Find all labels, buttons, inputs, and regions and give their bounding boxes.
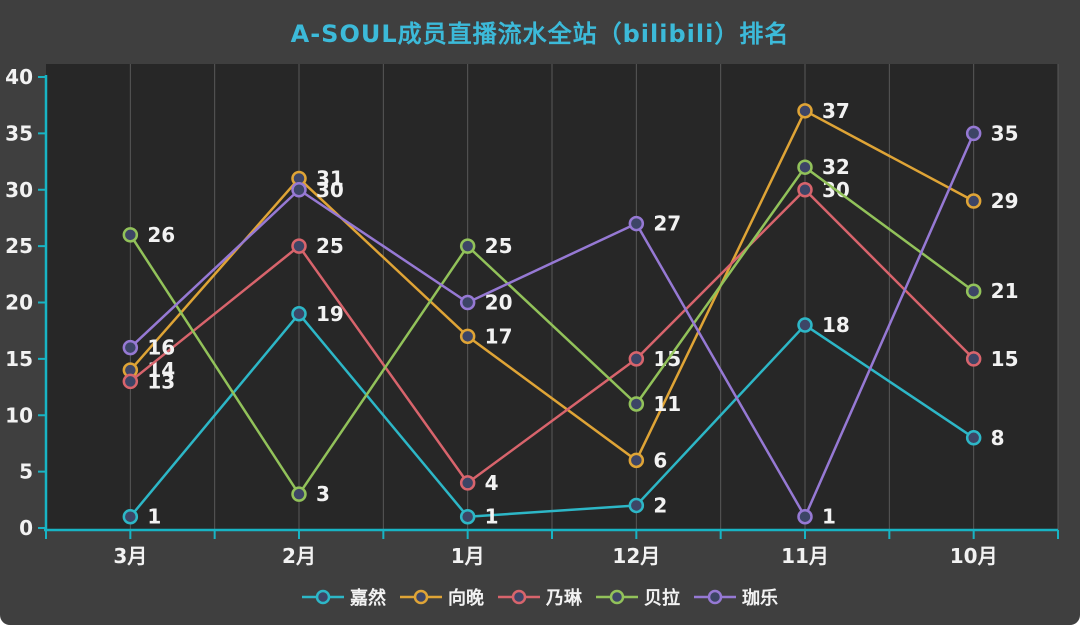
data-label-xiangwan: 29 xyxy=(991,189,1019,213)
data-label-jiaran: 19 xyxy=(316,302,344,326)
chart-title: A-SOUL成员直播流水全站（bilibili）排名 xyxy=(290,20,790,48)
series-line-carol xyxy=(129,132,975,518)
data-point-marker-jiaran xyxy=(122,508,139,525)
legend-item-jiaran[interactable]: 嘉然 xyxy=(302,584,386,610)
legend-marker-icon-carol xyxy=(694,589,736,605)
data-label-carol: 30 xyxy=(316,178,344,202)
data-point-marker-nailin xyxy=(797,182,813,198)
legend-item-xiangwan[interactable]: 向晚 xyxy=(400,584,484,610)
data-point-marker-carol xyxy=(797,508,813,525)
y-tick-label: 25 xyxy=(5,234,33,258)
x-tick-label: 12月 xyxy=(612,544,660,568)
data-label-xiangwan: 17 xyxy=(485,324,513,348)
legend-label-jiaran: 嘉然 xyxy=(350,588,386,609)
data-label-nailin: 15 xyxy=(991,347,1019,371)
series-line-bella xyxy=(129,165,975,496)
data-point-marker-jiaran xyxy=(628,497,645,514)
legend-item-bella[interactable]: 贝拉 xyxy=(596,584,680,610)
data-point-marker-nailin xyxy=(965,351,982,367)
data-point-marker-carol xyxy=(291,182,307,198)
legend-label-bella: 贝拉 xyxy=(644,588,680,609)
data-label-bella: 26 xyxy=(147,223,175,247)
data-point-marker-bella xyxy=(291,486,307,502)
data-point-marker-nailin xyxy=(628,351,645,367)
y-tick-label: 0 xyxy=(19,516,33,540)
data-point-marker-carol xyxy=(628,215,645,232)
x-tick-label: 3月 xyxy=(113,544,147,568)
data-point-marker-jiaran xyxy=(291,306,307,322)
data-point-marker-bella xyxy=(628,396,645,412)
data-label-carol: 20 xyxy=(485,291,513,315)
data-label-xiangwan: 37 xyxy=(822,99,850,123)
data-point-marker-bella xyxy=(965,283,982,299)
data-point-marker-xiangwan xyxy=(965,193,982,209)
data-point-marker-bella xyxy=(122,227,139,243)
data-label-carol: 1 xyxy=(822,505,836,529)
y-tick-label: 30 xyxy=(5,178,33,202)
x-tick-label: 10月 xyxy=(950,544,998,568)
legend-item-carol[interactable]: 珈乐 xyxy=(694,584,778,610)
series-line-jiaran xyxy=(129,312,975,518)
data-point-marker-nailin xyxy=(291,238,307,254)
data-point-marker-jiaran xyxy=(965,430,982,446)
legend-marker-icon-bella xyxy=(596,589,638,605)
data-label-jiaran: 8 xyxy=(991,426,1005,450)
data-label-jiaran: 1 xyxy=(485,505,499,529)
data-label-jiaran: 2 xyxy=(653,493,667,517)
y-tick-label: 20 xyxy=(5,291,33,315)
legend: 嘉然 向晚 乃琳 贝拉 珈乐 xyxy=(0,584,1080,610)
legend-marker-icon-jiaran xyxy=(302,589,344,605)
data-label-jiaran: 18 xyxy=(822,313,850,337)
legend-item-nailin[interactable]: 乃琳 xyxy=(498,584,582,610)
legend-label-xiangwan: 向晚 xyxy=(448,588,484,609)
data-label-xiangwan: 6 xyxy=(653,448,667,472)
data-label-carol: 16 xyxy=(147,336,175,360)
data-label-nailin: 13 xyxy=(147,369,175,393)
data-label-bella: 25 xyxy=(485,234,513,258)
data-point-marker-bella xyxy=(459,238,476,254)
y-tick-label: 15 xyxy=(5,347,33,371)
data-point-marker-jiaran xyxy=(797,317,813,333)
data-label-carol: 27 xyxy=(653,212,681,236)
data-point-marker-nailin xyxy=(122,373,139,390)
x-tick-label: 1月 xyxy=(451,544,485,568)
data-label-xiangwan: 31 xyxy=(316,166,344,190)
y-tick-label: 40 xyxy=(5,65,33,89)
legend-marker-icon-xiangwan xyxy=(400,589,442,605)
data-label-bella: 3 xyxy=(316,482,330,506)
y-tick-label: 35 xyxy=(5,121,33,145)
legend-marker-icon-nailin xyxy=(498,589,540,605)
data-label-jiaran: 1 xyxy=(147,505,161,529)
data-label-bella: 11 xyxy=(653,392,681,416)
x-tick-label: 11月 xyxy=(781,544,829,568)
series-line-xiangwan xyxy=(129,109,975,462)
data-point-marker-bella xyxy=(797,159,813,175)
y-tick-label: 5 xyxy=(19,460,33,484)
data-label-xiangwan: 14 xyxy=(147,358,175,382)
line-chart: 0 5 10 15 20 25 30 35 40 3月 2月 1月 12月 11月 10月 1 19 1 2 18 8 1… xyxy=(5,64,1059,568)
data-point-marker-carol xyxy=(459,294,476,311)
data-point-marker-xiangwan xyxy=(459,328,476,345)
data-point-marker-xiangwan xyxy=(628,452,645,469)
data-point-marker-carol xyxy=(965,125,982,142)
y-tick-label: 10 xyxy=(5,403,33,427)
data-label-carol: 35 xyxy=(991,121,1019,145)
data-point-marker-nailin xyxy=(459,475,476,491)
data-label-nailin: 4 xyxy=(485,471,499,495)
data-point-marker-carol xyxy=(122,339,139,356)
legend-label-nailin: 乃琳 xyxy=(546,588,582,609)
data-label-nailin: 25 xyxy=(316,234,344,258)
data-label-bella: 21 xyxy=(991,279,1019,303)
data-point-marker-jiaran xyxy=(459,508,476,525)
x-tick-label: 2月 xyxy=(282,544,316,568)
series-line-nailin xyxy=(129,188,975,485)
data-label-bella: 32 xyxy=(822,155,850,179)
data-point-marker-xiangwan xyxy=(797,103,813,119)
legend-label-carol: 珈乐 xyxy=(742,588,778,609)
